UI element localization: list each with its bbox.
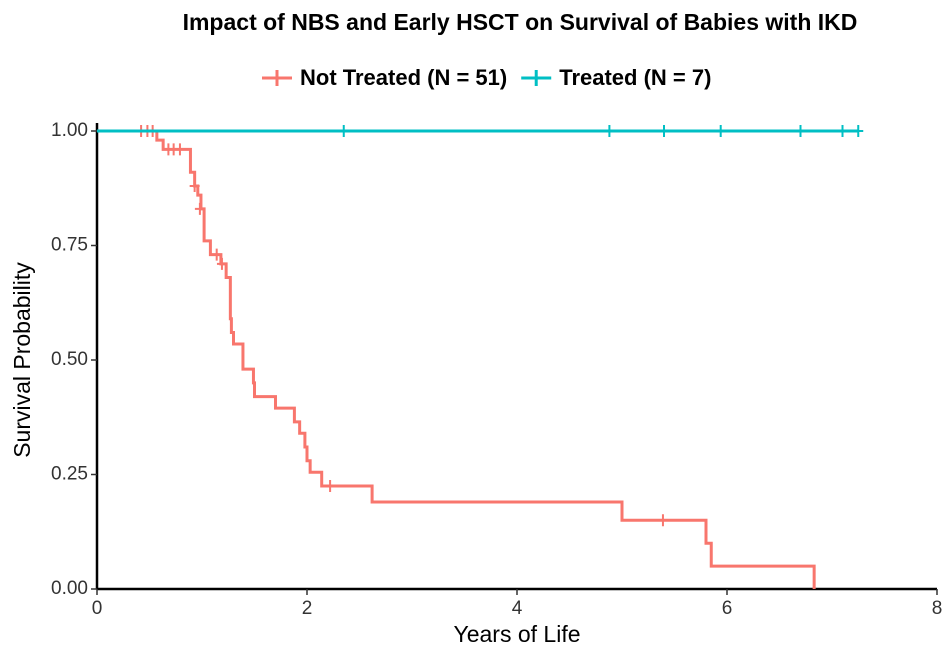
censor-mark	[659, 125, 669, 137]
censor-mark	[216, 257, 227, 270]
censor-mark	[194, 202, 205, 215]
x-tick-label: 2	[302, 598, 313, 619]
censor-mark	[189, 179, 200, 192]
censor-mark	[715, 125, 726, 137]
legend-symbol	[262, 70, 292, 86]
chart-title: Impact of NBS and Early HSCT on Survival…	[183, 9, 858, 35]
censor-mark	[604, 125, 615, 137]
legend: Not Treated (N = 51) Treated (N = 7)	[262, 65, 711, 90]
x-tick-label: 8	[932, 598, 943, 619]
x-tick-label: 6	[722, 598, 733, 619]
legend-label: Not Treated (N = 51)	[300, 65, 507, 90]
censor-mark	[174, 143, 185, 156]
survival-line	[97, 129, 816, 589]
censor-mark	[325, 479, 336, 492]
y-tick-label: 1.00	[51, 120, 88, 141]
censor-mark	[837, 125, 848, 137]
x-tick-label: 0	[92, 598, 103, 619]
y-tick-label: 0.75	[51, 235, 88, 256]
legend-symbol	[521, 70, 552, 86]
censor-mark	[795, 125, 806, 137]
y-tick-label: 0.00	[51, 578, 88, 599]
y-axis-label: Survival Probability	[9, 262, 35, 458]
censor-mark	[338, 125, 349, 137]
y-tick-label: 0.50	[51, 349, 88, 370]
censor-mark	[211, 248, 222, 261]
censor-mark	[657, 514, 668, 527]
legend-label: Treated (N = 7)	[559, 65, 711, 90]
x-axis-label: Years of Life	[453, 621, 580, 647]
x-tick-label: 4	[512, 598, 523, 619]
censor-mark	[853, 125, 864, 137]
y-tick-label: 0.25	[51, 464, 88, 485]
